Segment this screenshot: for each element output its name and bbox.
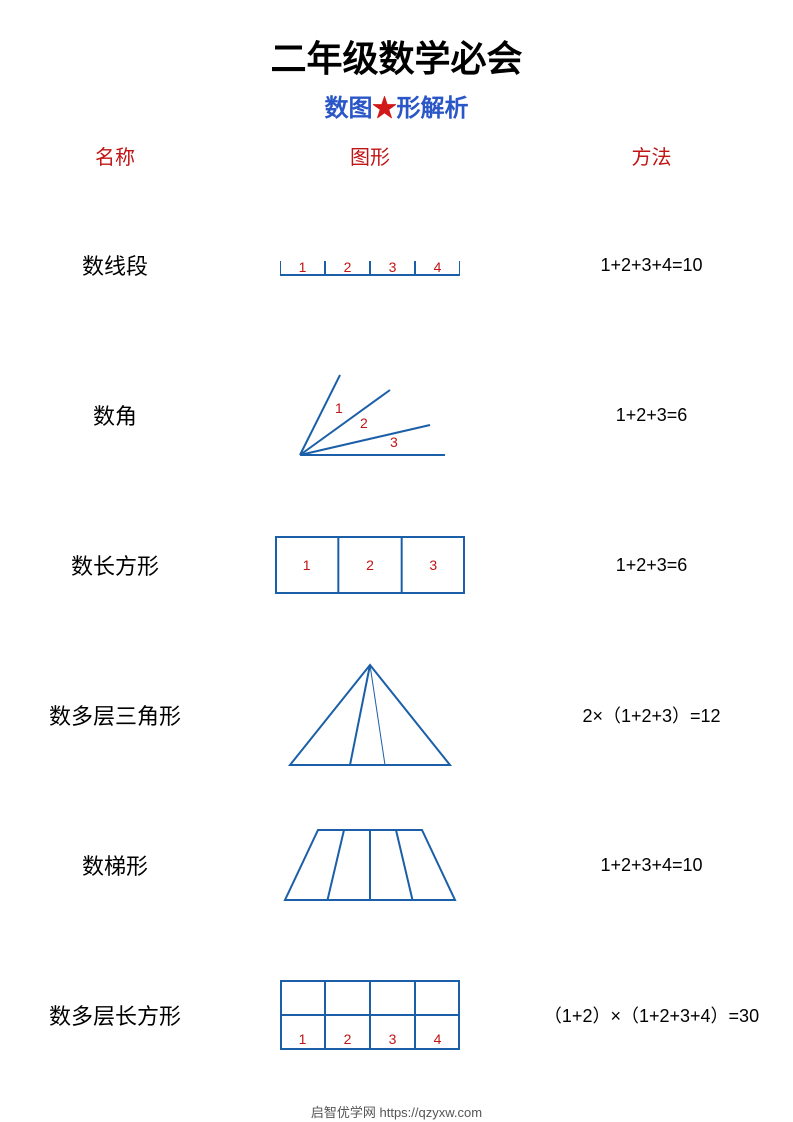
svg-text:3: 3	[390, 434, 398, 450]
table-row: 数长方形 1 2 3 1+2+3=6	[0, 490, 793, 640]
table-row: 数多层长方形 1 2 3 4 （1+2）×（1+2+3+4）=30	[0, 940, 793, 1090]
row-name: 数多层三角形	[0, 699, 230, 731]
page-subtitle: 数图★形解析	[0, 88, 793, 123]
svg-text:4: 4	[434, 259, 442, 275]
row-shape	[230, 820, 510, 910]
rows-container: 数线段 1 2 3 4 1+2+3+4=10 数角 1 2 3 1+2+3=6 数长方形 1 2 3 1+2+…	[0, 190, 793, 1090]
row-name: 数长方形	[0, 549, 230, 581]
svg-text:2: 2	[366, 557, 374, 573]
header-name: 名称	[0, 141, 230, 170]
svg-text:2: 2	[344, 1031, 352, 1047]
table-row: 数线段 1 2 3 4 1+2+3+4=10	[0, 190, 793, 340]
table-row: 数角 1 2 3 1+2+3=6	[0, 340, 793, 490]
row-method: 2×（1+2+3）=12	[510, 702, 793, 728]
svg-text:2: 2	[360, 415, 368, 431]
row-method: （1+2）×（1+2+3+4）=30	[510, 1002, 793, 1028]
table-row: 数多层三角形 2×（1+2+3）=12	[0, 640, 793, 790]
svg-text:3: 3	[389, 1031, 397, 1047]
row-name: 数多层长方形	[0, 999, 230, 1031]
row-name: 数线段	[0, 249, 230, 281]
svg-text:2: 2	[344, 259, 352, 275]
table-row: 数梯形 1+2+3+4=10	[0, 790, 793, 940]
svg-text:1: 1	[335, 400, 343, 416]
row-method: 1+2+3=6	[510, 555, 793, 576]
row-method: 1+2+3+4=10	[510, 255, 793, 276]
svg-text:3: 3	[389, 259, 397, 275]
header-shape: 图形	[230, 141, 510, 170]
row-method: 1+2+3=6	[510, 405, 793, 426]
column-headers: 名称 图形 方法	[0, 141, 793, 170]
subtitle-left: 数图	[325, 96, 373, 122]
row-name: 数梯形	[0, 849, 230, 881]
page-title: 二年级数学必会	[0, 30, 793, 82]
row-shape: 1 2 3 4	[230, 980, 510, 1050]
svg-text:1: 1	[303, 557, 311, 573]
row-shape	[230, 660, 510, 770]
footer-text: 启智优学网 https://qzyxw.com	[0, 1102, 793, 1121]
row-name: 数角	[0, 399, 230, 431]
row-method: 1+2+3+4=10	[510, 855, 793, 876]
row-shape: 1 2 3	[230, 536, 510, 594]
subtitle-right: 形解析	[397, 96, 469, 122]
svg-text:3: 3	[429, 557, 437, 573]
row-shape: 1 2 3 4	[230, 250, 510, 280]
svg-text:1: 1	[299, 259, 307, 275]
subtitle-star-icon: ★	[373, 96, 397, 122]
row-shape: 1 2 3	[230, 365, 510, 465]
header-method: 方法	[510, 141, 793, 170]
svg-text:1: 1	[299, 1031, 307, 1047]
svg-text:4: 4	[434, 1031, 442, 1047]
